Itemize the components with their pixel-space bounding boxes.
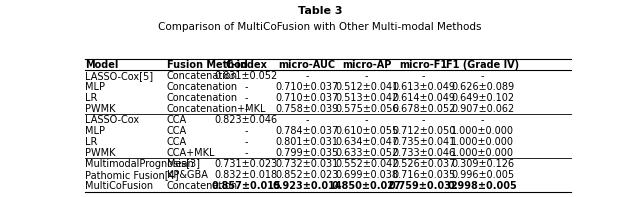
- Text: F1 (Grade IV): F1 (Grade IV): [446, 60, 519, 70]
- Text: 0.923±0.014: 0.923±0.014: [273, 181, 342, 191]
- Text: 0.731±0.023: 0.731±0.023: [214, 159, 278, 169]
- Text: 0.649±0.102: 0.649±0.102: [451, 93, 515, 103]
- Text: 0.801±0.031: 0.801±0.031: [276, 137, 339, 147]
- Text: 0.710±0.037: 0.710±0.037: [276, 93, 339, 103]
- Text: -: -: [422, 115, 426, 125]
- Text: Concatenation+MKL: Concatenation+MKL: [167, 104, 266, 114]
- Text: -: -: [244, 104, 248, 114]
- Text: Pathomic Fusion[4]: Pathomic Fusion[4]: [85, 170, 179, 180]
- Text: Concatenation: Concatenation: [167, 71, 238, 81]
- Text: -: -: [244, 148, 248, 158]
- Text: 0.512±0.041: 0.512±0.041: [335, 82, 398, 92]
- Text: MLP: MLP: [85, 126, 105, 136]
- Text: -: -: [305, 71, 309, 81]
- Text: 0.575±0.056: 0.575±0.056: [335, 104, 399, 114]
- Text: MLP: MLP: [85, 82, 105, 92]
- Text: CCA+MKL: CCA+MKL: [167, 148, 215, 158]
- Text: 0.678±0.052: 0.678±0.052: [392, 104, 456, 114]
- Text: 0.831±0.052: 0.831±0.052: [214, 71, 278, 81]
- Text: 0.633±0.052: 0.633±0.052: [335, 148, 398, 158]
- Text: micro-AP: micro-AP: [342, 60, 392, 70]
- Text: micro-AUC: micro-AUC: [278, 60, 336, 70]
- Text: 0.998±0.005: 0.998±0.005: [448, 181, 518, 191]
- Text: 0.996±0.005: 0.996±0.005: [451, 170, 515, 180]
- Text: 0.733±0.046: 0.733±0.046: [392, 148, 455, 158]
- Text: Model: Model: [85, 60, 118, 70]
- Text: LASSO-Cox[5]: LASSO-Cox[5]: [85, 71, 153, 81]
- Text: KP&GBA: KP&GBA: [167, 170, 207, 180]
- Text: -: -: [422, 71, 426, 81]
- Text: micro-F1: micro-F1: [399, 60, 448, 70]
- Text: 0.799±0.035: 0.799±0.035: [276, 148, 339, 158]
- Text: MultiCoFusion: MultiCoFusion: [85, 181, 153, 191]
- Text: 0.759±0.032: 0.759±0.032: [389, 181, 458, 191]
- Text: 0.634±0.047: 0.634±0.047: [335, 137, 398, 147]
- Text: LR: LR: [85, 137, 97, 147]
- Text: Table 3: Table 3: [298, 6, 342, 16]
- Text: 0.552±0.042: 0.552±0.042: [335, 159, 399, 169]
- Text: 1.000±0.000: 1.000±0.000: [451, 126, 515, 136]
- Text: CCA: CCA: [167, 137, 187, 147]
- Text: 1.000±0.000: 1.000±0.000: [451, 137, 515, 147]
- Text: 0.614±0.049: 0.614±0.049: [392, 93, 455, 103]
- Text: 0.613±0.049: 0.613±0.049: [392, 82, 455, 92]
- Text: 0.712±0.050: 0.712±0.050: [392, 126, 456, 136]
- Text: 0.526±0.037: 0.526±0.037: [392, 159, 456, 169]
- Text: -: -: [244, 137, 248, 147]
- Text: LASSO-Cox: LASSO-Cox: [85, 115, 139, 125]
- Text: Concatenation: Concatenation: [167, 181, 238, 191]
- Text: 0.732±0.031: 0.732±0.031: [276, 159, 339, 169]
- Text: 0.626±0.089: 0.626±0.089: [451, 82, 515, 92]
- Text: 1.000±0.000: 1.000±0.000: [451, 148, 515, 158]
- Text: CCA: CCA: [167, 126, 187, 136]
- Text: 0.907±0.062: 0.907±0.062: [451, 104, 515, 114]
- Text: C-index: C-index: [225, 60, 267, 70]
- Text: -: -: [305, 115, 309, 125]
- Text: 0.699±0.038: 0.699±0.038: [335, 170, 398, 180]
- Text: -: -: [244, 126, 248, 136]
- Text: 0.735±0.041: 0.735±0.041: [392, 137, 455, 147]
- Text: 0.832±0.018: 0.832±0.018: [214, 170, 278, 180]
- Text: 0.823±0.046: 0.823±0.046: [214, 115, 278, 125]
- Text: 0.513±0.042: 0.513±0.042: [335, 93, 398, 103]
- Text: Fusion Method: Fusion Method: [167, 60, 248, 70]
- Text: CCA: CCA: [167, 115, 187, 125]
- Text: Mean: Mean: [167, 159, 193, 169]
- Text: MultimodalPrognosis[3]: MultimodalPrognosis[3]: [85, 159, 200, 169]
- Text: -: -: [365, 115, 369, 125]
- Text: PWMK: PWMK: [85, 104, 115, 114]
- Text: 0.852±0.023: 0.852±0.023: [275, 170, 339, 180]
- Text: 0.784±0.037: 0.784±0.037: [276, 126, 339, 136]
- Text: 0.758±0.039: 0.758±0.039: [276, 104, 339, 114]
- Text: -: -: [481, 71, 484, 81]
- Text: 0.610±0.055: 0.610±0.055: [335, 126, 398, 136]
- Text: 0.857±0.015: 0.857±0.015: [211, 181, 281, 191]
- Text: Concatenation: Concatenation: [167, 93, 238, 103]
- Text: 0.716±0.035: 0.716±0.035: [392, 170, 455, 180]
- Text: -: -: [365, 71, 369, 81]
- Text: LR: LR: [85, 93, 97, 103]
- Text: -: -: [244, 82, 248, 92]
- Text: 0.710±0.037: 0.710±0.037: [276, 82, 339, 92]
- Text: -: -: [244, 93, 248, 103]
- Text: -: -: [481, 115, 484, 125]
- Text: Comparison of MultiCoFusion with Other Multi-modal Methods: Comparison of MultiCoFusion with Other M…: [158, 22, 482, 32]
- Text: Concatenation: Concatenation: [167, 82, 238, 92]
- Text: 0.850±0.027: 0.850±0.027: [332, 181, 401, 191]
- Text: 0.309±0.126: 0.309±0.126: [451, 159, 515, 169]
- Text: PWMK: PWMK: [85, 148, 115, 158]
